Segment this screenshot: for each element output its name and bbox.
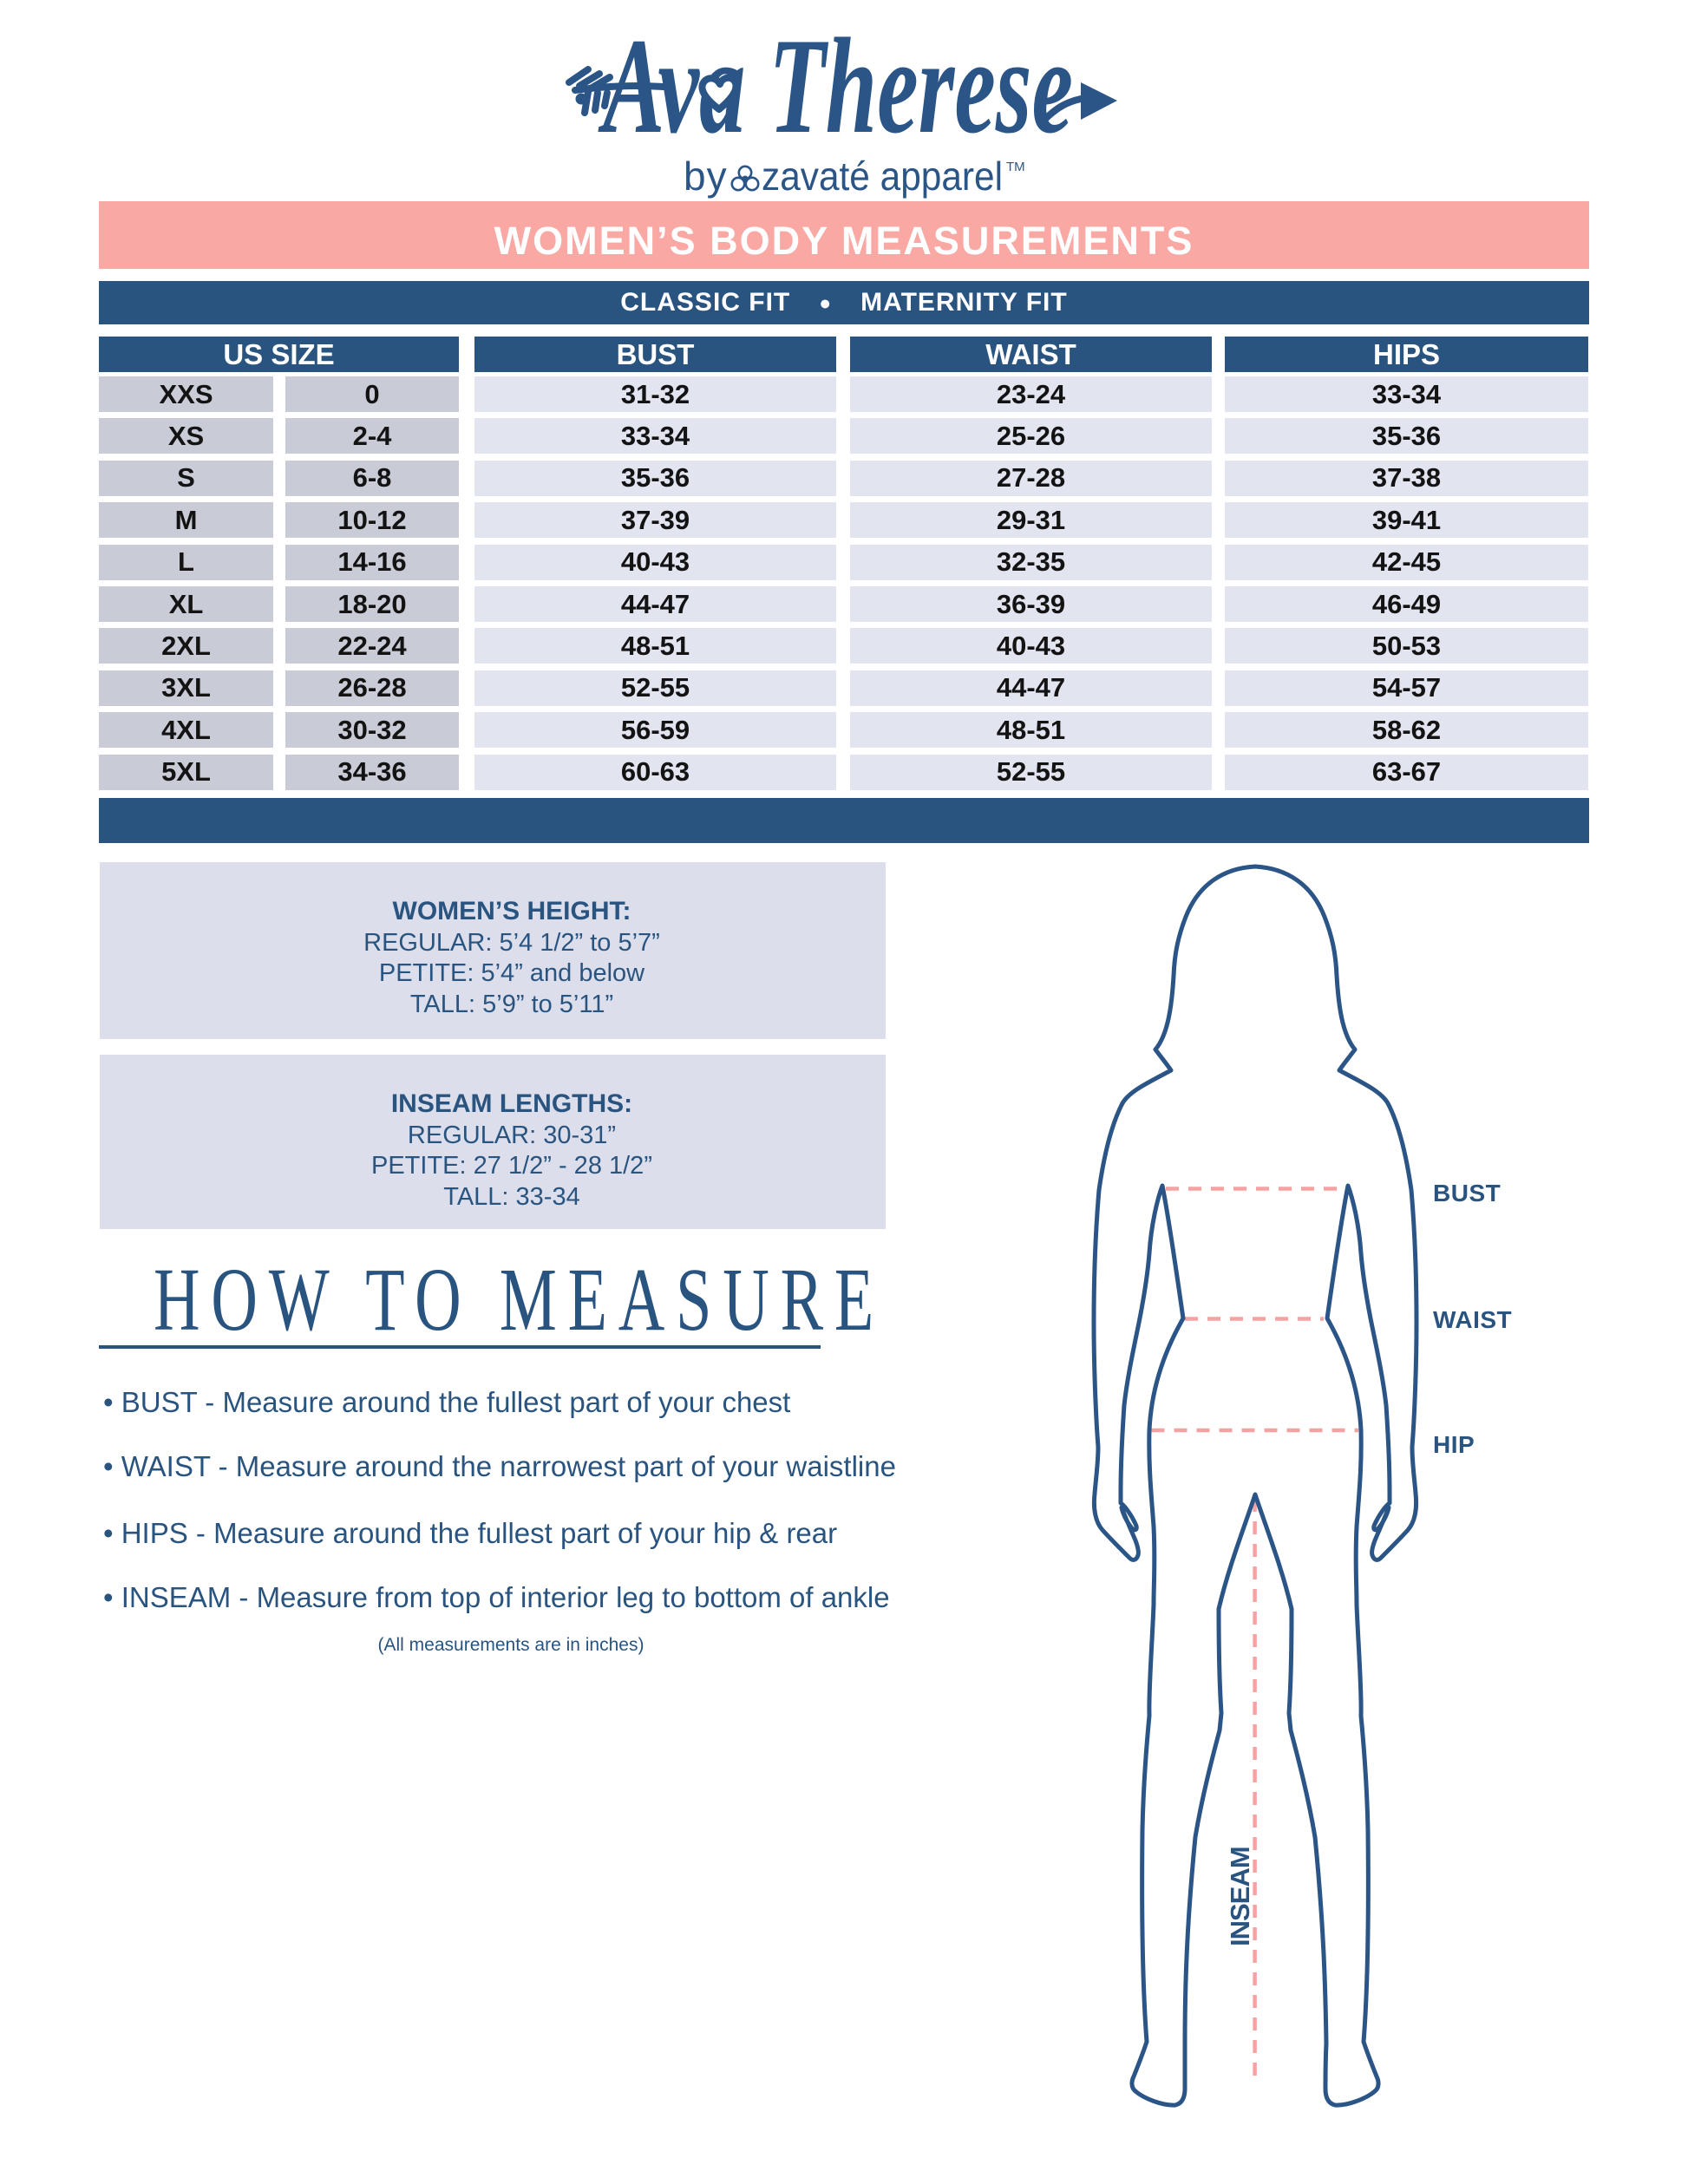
svg-text:TM: TM: [1006, 160, 1025, 174]
svg-text:zavaté apparel: zavaté apparel: [762, 154, 1003, 199]
svg-text:by: by: [684, 154, 728, 199]
svg-text:HOW TO MEASURE: HOW TO MEASURE: [154, 1250, 873, 1346]
svg-text:Ava Therese: Ava Therese: [598, 10, 1073, 162]
